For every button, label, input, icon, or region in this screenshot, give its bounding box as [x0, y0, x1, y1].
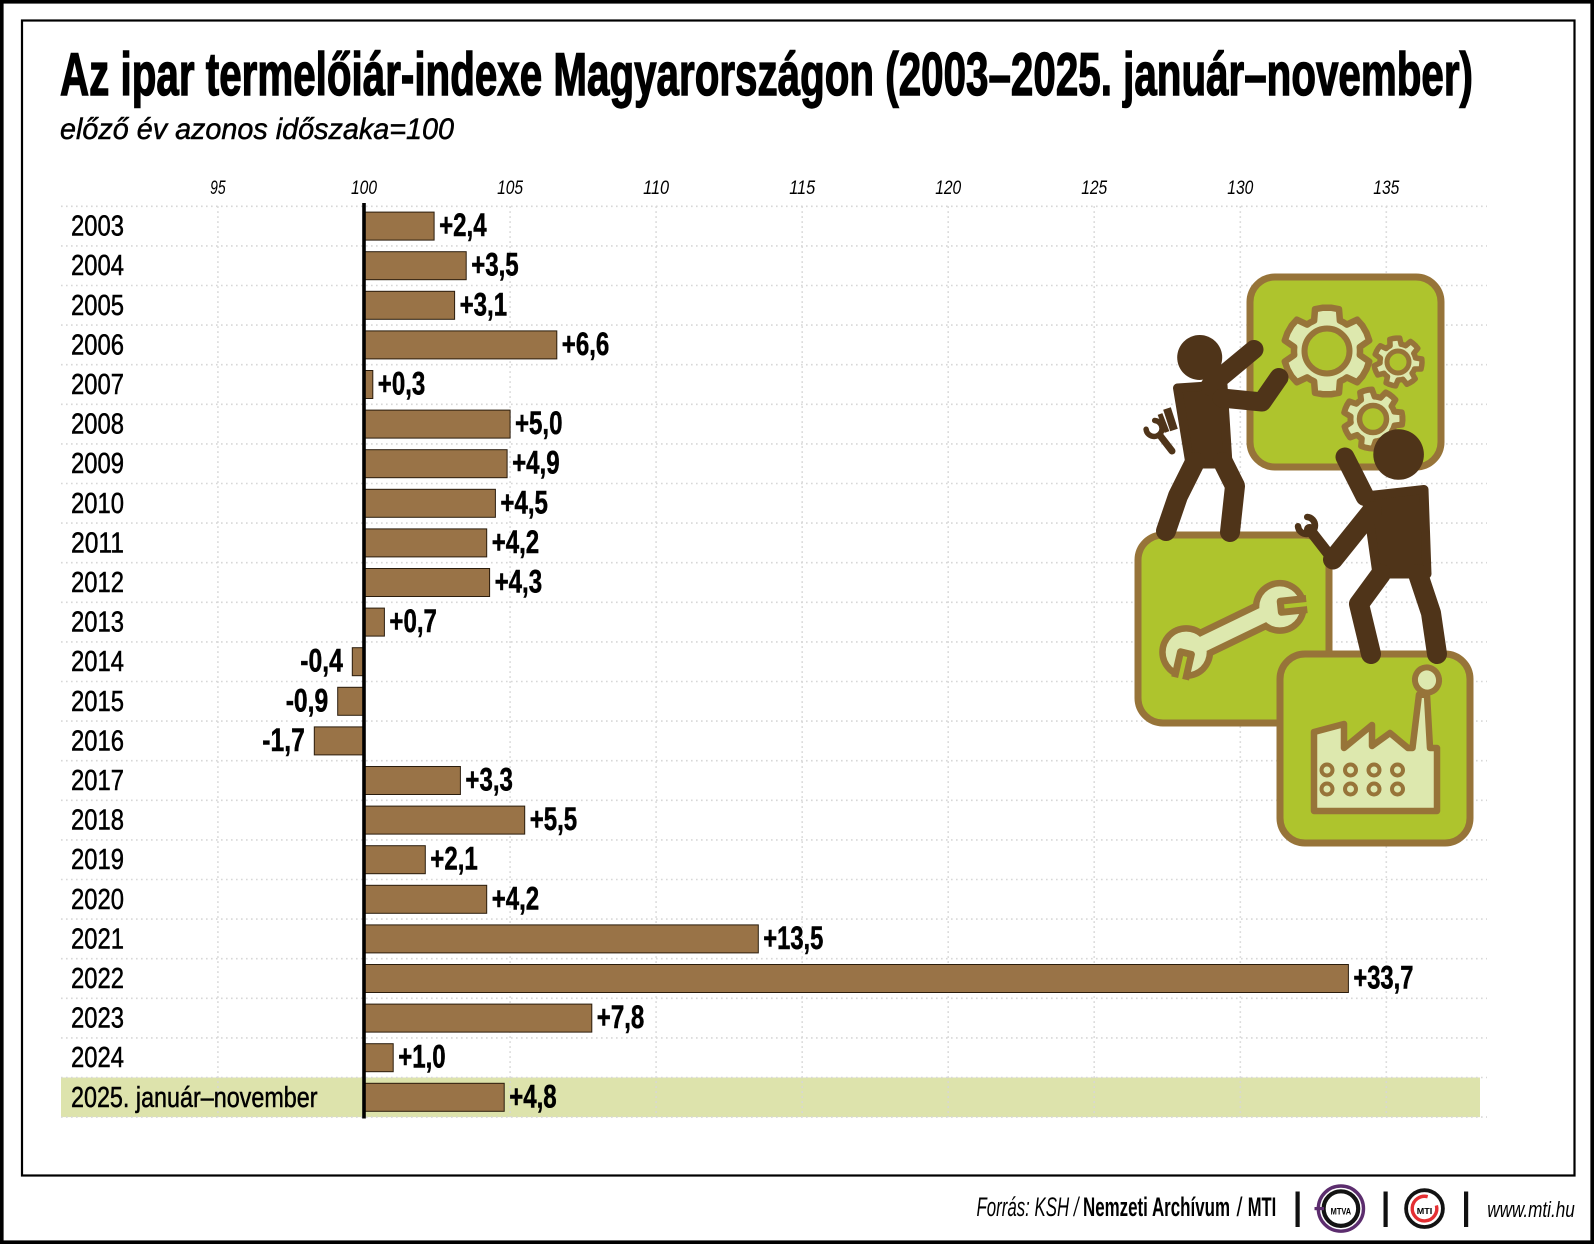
svg-text:előző év azonos időszaka=100: előző év azonos időszaka=100: [60, 113, 454, 146]
svg-text:2012: 2012: [71, 567, 124, 599]
svg-text:/: /: [1237, 1192, 1243, 1222]
svg-text:MTI: MTI: [1248, 1192, 1277, 1222]
svg-text:2009: 2009: [71, 448, 124, 480]
svg-text:2019: 2019: [71, 844, 124, 876]
svg-text:+4,9: +4,9: [512, 445, 560, 481]
svg-text:+7,8: +7,8: [597, 999, 645, 1035]
svg-text:+6,6: +6,6: [562, 326, 610, 362]
svg-text:2006: 2006: [71, 329, 124, 361]
svg-text:95: 95: [210, 178, 226, 199]
svg-text:-0,9: -0,9: [286, 682, 329, 718]
svg-text:+4,2: +4,2: [492, 880, 540, 916]
svg-text:2016: 2016: [71, 725, 124, 757]
svg-text:2018: 2018: [71, 805, 124, 837]
svg-text:2025. január–november: 2025. január–november: [71, 1082, 318, 1114]
svg-text:+2,1: +2,1: [430, 841, 478, 877]
svg-text:2020: 2020: [71, 884, 124, 916]
svg-text:2017: 2017: [71, 765, 124, 797]
svg-text:2008: 2008: [71, 409, 124, 441]
svg-text:100: 100: [351, 178, 377, 199]
svg-text:+13,5: +13,5: [763, 920, 823, 956]
svg-text:2011: 2011: [71, 527, 124, 559]
svg-text:www.mti.hu: www.mti.hu: [1487, 1197, 1575, 1222]
svg-text:+4,3: +4,3: [495, 564, 542, 600]
svg-text:2007: 2007: [71, 369, 124, 401]
svg-text:Forrás: KSH /: Forrás: KSH /: [977, 1192, 1081, 1222]
svg-text:2021: 2021: [71, 923, 124, 955]
svg-text:MTI: MTI: [1417, 1206, 1433, 1216]
svg-text:2005: 2005: [71, 290, 124, 322]
svg-text:2004: 2004: [71, 250, 124, 282]
svg-text:2010: 2010: [71, 488, 124, 520]
svg-text:MTVA: MTVA: [1331, 1207, 1352, 1217]
svg-text:+0,7: +0,7: [389, 603, 437, 639]
svg-text:-1,7: -1,7: [262, 722, 305, 758]
svg-text:130: 130: [1227, 178, 1253, 199]
svg-text:Az ipar termelőiár-indexe Magy: Az ipar termelőiár-indexe Magyarországon…: [60, 41, 1473, 108]
svg-text:+3,5: +3,5: [471, 247, 519, 283]
svg-text:+4,5: +4,5: [500, 484, 548, 520]
svg-text:+1,0: +1,0: [398, 1039, 446, 1075]
svg-text:2022: 2022: [71, 963, 124, 995]
svg-text:2024: 2024: [71, 1042, 124, 1074]
svg-text:135: 135: [1373, 178, 1399, 199]
svg-text:120: 120: [935, 178, 961, 199]
svg-text:+0,3: +0,3: [378, 366, 426, 402]
svg-text:2013: 2013: [71, 607, 124, 639]
svg-text:-0,4: -0,4: [300, 643, 343, 679]
svg-text:2015: 2015: [71, 686, 124, 718]
svg-text:+4,8: +4,8: [509, 1078, 557, 1114]
svg-text:2003: 2003: [71, 211, 124, 243]
svg-text:+5,0: +5,0: [515, 405, 563, 441]
svg-text:115: 115: [789, 178, 815, 199]
svg-text:2014: 2014: [71, 646, 124, 678]
svg-text:+5,5: +5,5: [530, 801, 578, 837]
svg-text:+33,7: +33,7: [1353, 960, 1413, 996]
svg-text:105: 105: [497, 178, 523, 199]
svg-text:+4,2: +4,2: [492, 524, 540, 560]
svg-text:Nemzeti Archívum: Nemzeti Archívum: [1083, 1192, 1230, 1222]
svg-text:110: 110: [643, 178, 669, 199]
svg-text:2023: 2023: [71, 1003, 124, 1035]
svg-text:+2,4: +2,4: [439, 207, 487, 243]
svg-text:125: 125: [1081, 178, 1107, 199]
svg-text:+3,1: +3,1: [460, 286, 508, 322]
svg-text:+3,3: +3,3: [465, 762, 513, 798]
